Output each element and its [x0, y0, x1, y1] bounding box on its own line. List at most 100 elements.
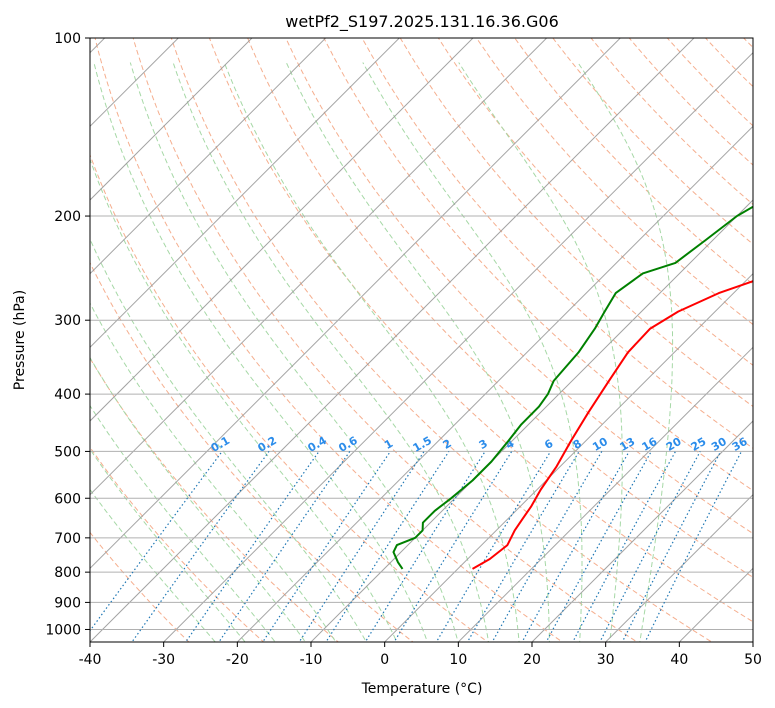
isotherm-line — [90, 38, 548, 496]
moist-adiabat — [577, 62, 674, 642]
moist-adiabat — [458, 62, 623, 642]
isotherm-line — [457, 346, 753, 642]
moist-adiabat — [90, 488, 216, 642]
dry-adiabat — [514, 38, 753, 285]
mixing-ratio-line — [325, 451, 450, 642]
y-tick-label: 600 — [54, 491, 81, 507]
mixing-ratio-line — [262, 451, 391, 642]
dry-adiabat — [170, 38, 713, 642]
moist-adiabat — [172, 62, 490, 642]
dry-adiabat — [90, 261, 414, 642]
moist-adiabat — [90, 237, 367, 642]
dry-adiabat — [475, 38, 753, 326]
dry-adiabat — [132, 38, 638, 642]
isotherm-line — [310, 199, 753, 642]
chart-title: wetPf2_S197.2025.131.16.36.G06 — [285, 12, 559, 32]
dry-adiabat — [208, 38, 753, 623]
isotherm-line — [90, 38, 474, 422]
x-tick-label: -30 — [152, 652, 175, 668]
moist-adiabat — [90, 356, 307, 642]
y-tick-label: 1000 — [45, 622, 81, 638]
mixing-ratio-line — [466, 451, 580, 642]
y-tick-label: 100 — [54, 31, 81, 47]
mixing-ratio-line — [545, 451, 652, 642]
plot-frame — [89, 37, 754, 643]
dry-adiabat — [704, 38, 753, 88]
x-tick-label: 40 — [670, 652, 688, 668]
x-axis-label: Temperature (°C) — [361, 681, 483, 697]
x-tick-label: 10 — [449, 652, 467, 668]
y-tick-label: 500 — [54, 444, 81, 460]
mixing-ratio-line — [491, 451, 603, 642]
mixing-ratio-line — [90, 451, 223, 632]
plot-area: 0.1 0.2 0.4 0.6 1 1.5 2 3 4 6 8 10 13 16 20 25 30 36 — [90, 25, 775, 654]
moist-adiabat — [285, 62, 550, 642]
isotherm-line — [90, 38, 327, 275]
isotherm-line — [604, 493, 753, 642]
moist-adiabat — [90, 404, 276, 642]
x-tick-label: 20 — [523, 652, 541, 668]
mixing-ratio-line — [298, 451, 425, 642]
isotherm-line — [678, 567, 753, 642]
x-tick-label: -40 — [79, 652, 102, 668]
dry-adiabat — [361, 38, 753, 449]
isotherm-line — [90, 38, 180, 128]
y-tick-label: 400 — [54, 387, 81, 403]
dry-adiabat — [552, 38, 753, 245]
axes: -40 -30 -20 -10 0 10 20 30 40 50 100 200 300 400 500 60… — [45, 31, 762, 668]
x-tick-label: 50 — [744, 652, 762, 668]
moist-adiabat — [362, 62, 583, 642]
dry-adiabat — [666, 38, 753, 127]
dry-adiabat — [247, 38, 753, 578]
dewpoint-profile-line — [392, 205, 753, 570]
dry-adiabat — [399, 38, 753, 408]
dry-adiabat — [323, 38, 753, 492]
y-tick-label: 300 — [54, 313, 81, 329]
mixing-ratio-line — [599, 451, 701, 642]
dry-adiabat — [590, 38, 753, 206]
y-tick-label: 800 — [54, 565, 81, 581]
y-tick-label: 200 — [54, 209, 81, 225]
mixing-ratio-line — [435, 451, 552, 642]
dry-adiabat — [628, 38, 753, 166]
moist-adiabat — [129, 62, 459, 642]
mixing-ratio-line — [393, 451, 513, 642]
x-tick-label: -20 — [226, 652, 249, 668]
dry-adiabat — [94, 38, 564, 642]
mixing-ratio-label: 6 — [542, 437, 555, 452]
moist-adiabat — [90, 448, 246, 642]
isotherm-line — [383, 272, 753, 642]
mixing-ratio-line — [644, 451, 743, 642]
moist-adiabat — [223, 62, 520, 642]
dry-adiabat — [285, 38, 753, 535]
mixing-ratio-line — [621, 451, 722, 642]
isotherm-line — [162, 51, 753, 642]
x-tick-label: -10 — [300, 652, 323, 668]
dry-adiabat — [90, 357, 339, 642]
isotherm-line — [531, 420, 753, 642]
mixing-ratio-line — [184, 451, 320, 642]
mixing-ratio-line — [218, 451, 351, 642]
mixing-ratio-line — [521, 451, 630, 642]
mixing-ratio-label: 2 — [441, 437, 454, 452]
dry-adiabat — [769, 25, 775, 654]
isotherm-line — [90, 38, 253, 201]
x-tick-label: 30 — [597, 652, 615, 668]
isotherm-line — [90, 38, 622, 570]
temperature-profile-line — [472, 280, 753, 570]
dry-adiabat — [90, 446, 265, 642]
isotherm-line — [236, 125, 753, 642]
moist-adiabat — [90, 302, 337, 642]
y-tick-label: 700 — [54, 531, 81, 547]
y-tick-label: 900 — [54, 595, 81, 611]
mixing-ratio-label: 3 — [477, 437, 490, 452]
dry-adiabat — [437, 38, 753, 366]
isotherm-line — [90, 38, 401, 349]
dry-adiabat — [90, 153, 489, 642]
moist-adiabat — [90, 158, 398, 642]
x-tick-label: 0 — [380, 652, 389, 668]
mixing-ratio-line — [131, 451, 270, 642]
moist-adiabat — [93, 62, 429, 642]
isotherm-line — [90, 38, 695, 642]
